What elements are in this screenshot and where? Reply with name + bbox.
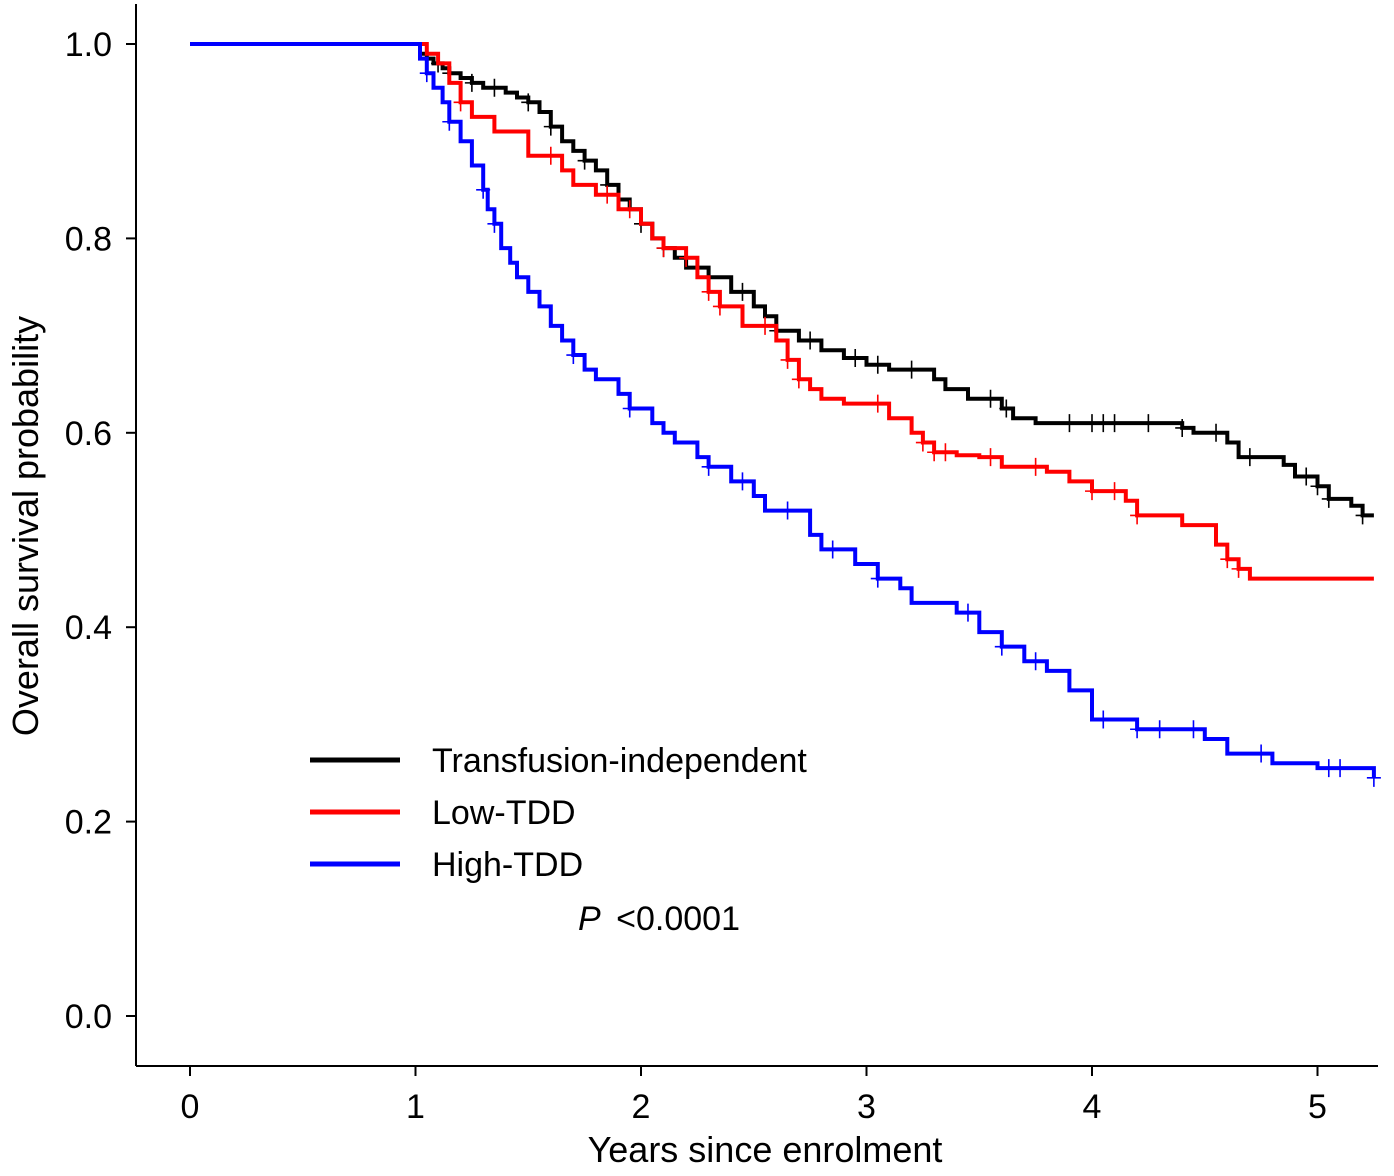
- censor-mark-high-tdd: [1366, 768, 1381, 787]
- y-tick-label: 0.0: [65, 998, 112, 1036]
- censor-mark-transfusion-independent: [543, 117, 558, 136]
- y-tick-label: 0.4: [65, 609, 112, 647]
- censor-mark-high-tdd: [1130, 720, 1145, 739]
- y-axis-title: Overall survival probability: [5, 316, 46, 736]
- legend-label-low-tdd: Low-TDD: [432, 794, 576, 832]
- x-tick-label: 4: [1083, 1088, 1102, 1126]
- x-tick-label: 5: [1308, 1088, 1327, 1126]
- censor-mark-transfusion-independent: [464, 73, 479, 92]
- series-line-high-tdd: [190, 42, 1376, 778]
- x-axis-title: Years since enrolment: [588, 1129, 943, 1170]
- censor-mark-high-tdd: [1186, 720, 1201, 739]
- censor-mark-low-tdd: [758, 316, 773, 335]
- censor-mark-high-tdd: [960, 603, 975, 622]
- censor-mark-high-tdd: [780, 501, 795, 520]
- censor-mark-high-tdd: [566, 346, 581, 365]
- censor-mark-transfusion-independent: [1299, 467, 1314, 486]
- censor-mark-low-tdd: [1130, 506, 1145, 525]
- censor-mark-low-tdd: [791, 370, 806, 389]
- censor-mark-high-tdd: [487, 214, 502, 233]
- censor-mark-transfusion-independent: [803, 331, 818, 350]
- censor-mark-high-tdd: [735, 472, 750, 491]
- censor-mark-high-tdd: [1028, 652, 1043, 671]
- censor-mark-low-tdd: [701, 282, 716, 301]
- censor-mark-low-tdd: [938, 443, 953, 462]
- y-tick-label: 0.6: [65, 415, 112, 453]
- censor-mark-transfusion-independent: [983, 389, 998, 408]
- censor-mark-transfusion-independent: [848, 348, 863, 367]
- censor-mark-transfusion-independent: [1310, 477, 1325, 496]
- censor-mark-high-tdd: [825, 540, 840, 559]
- plot-series: [190, 42, 1381, 787]
- censor-mark-transfusion-independent: [521, 93, 536, 112]
- p-value-symbol: P: [578, 900, 601, 938]
- censor-mark-transfusion-independent: [487, 78, 502, 97]
- censor-mark-high-tdd: [476, 180, 491, 199]
- censor-mark-transfusion-independent: [735, 282, 750, 301]
- censor-mark-transfusion-independent: [999, 399, 1014, 418]
- censor-mark-high-tdd: [419, 64, 434, 83]
- censor-mark-low-tdd: [600, 185, 615, 204]
- p-value-text: <0.0001: [616, 900, 740, 938]
- censor-mark-low-tdd: [870, 394, 885, 413]
- x-tick-label: 1: [406, 1088, 425, 1126]
- legend-label-transfusion-independent: Transfusion-independent: [432, 742, 807, 780]
- censor-mark-high-tdd: [1152, 720, 1167, 739]
- censor-mark-low-tdd: [543, 146, 558, 165]
- censor-mark-transfusion-independent: [1355, 506, 1370, 525]
- censor-mark-low-tdd: [915, 433, 930, 452]
- censor-mark-transfusion-independent: [577, 151, 592, 170]
- censor-mark-low-tdd: [1107, 482, 1122, 501]
- series-line-transfusion-independent: [190, 42, 1374, 518]
- censor-mark-high-tdd: [442, 112, 457, 131]
- censor-mark-high-tdd: [1254, 744, 1269, 763]
- censor-mark-low-tdd: [1231, 559, 1246, 578]
- censor-mark-high-tdd: [870, 569, 885, 588]
- y-tick-label: 0.8: [65, 220, 112, 258]
- p-value-annotation: P <0.0001: [578, 900, 740, 938]
- censor-mark-high-tdd: [1096, 710, 1111, 729]
- censor-mark-transfusion-independent: [1321, 489, 1336, 508]
- y-tick-label: 1.0: [65, 26, 112, 64]
- censor-mark-low-tdd: [983, 448, 998, 467]
- censor-mark-high-tdd: [701, 457, 716, 476]
- censor-mark-low-tdd: [622, 200, 637, 219]
- censor-mark-transfusion-independent: [870, 355, 885, 374]
- censor-mark-low-tdd: [656, 239, 671, 258]
- x-tick-label: 0: [181, 1088, 200, 1126]
- legend: Transfusion-independent Low-TDD High-TDD: [310, 742, 807, 884]
- censor-mark-high-tdd: [622, 399, 637, 418]
- censor-mark-low-tdd: [1085, 482, 1099, 501]
- censor-mark-high-tdd: [994, 637, 1009, 656]
- censor-mark-transfusion-independent: [1209, 423, 1224, 442]
- y-axis-ticks: 0.0 0.2 0.4 0.6 0.8 1.0: [65, 26, 136, 1036]
- censor-mark-low-tdd: [1220, 550, 1235, 569]
- censor-mark-low-tdd: [780, 350, 795, 369]
- censor-mark-high-tdd: [1333, 759, 1348, 778]
- series-line-low-tdd: [190, 42, 1374, 581]
- censor-mark-transfusion-independent: [1242, 448, 1257, 467]
- x-tick-label: 2: [632, 1088, 651, 1126]
- censor-mark-transfusion-independent: [1107, 414, 1122, 433]
- censor-mark-low-tdd: [712, 297, 727, 316]
- censor-mark-low-tdd: [1028, 457, 1043, 476]
- x-axis-ticks: 0 1 2 3 4 5: [181, 1066, 1327, 1126]
- censor-mark-low-tdd: [453, 93, 468, 112]
- censor-mark-transfusion-independent: [904, 360, 919, 379]
- censor-mark-transfusion-independent: [1062, 414, 1077, 433]
- x-tick-label: 3: [857, 1088, 876, 1126]
- censor-mark-low-tdd: [679, 248, 694, 267]
- censor-mark-transfusion-independent: [1141, 414, 1156, 433]
- y-tick-label: 0.2: [65, 804, 112, 842]
- censor-mark-transfusion-independent: [1175, 418, 1190, 437]
- legend-label-high-tdd: High-TDD: [432, 846, 583, 884]
